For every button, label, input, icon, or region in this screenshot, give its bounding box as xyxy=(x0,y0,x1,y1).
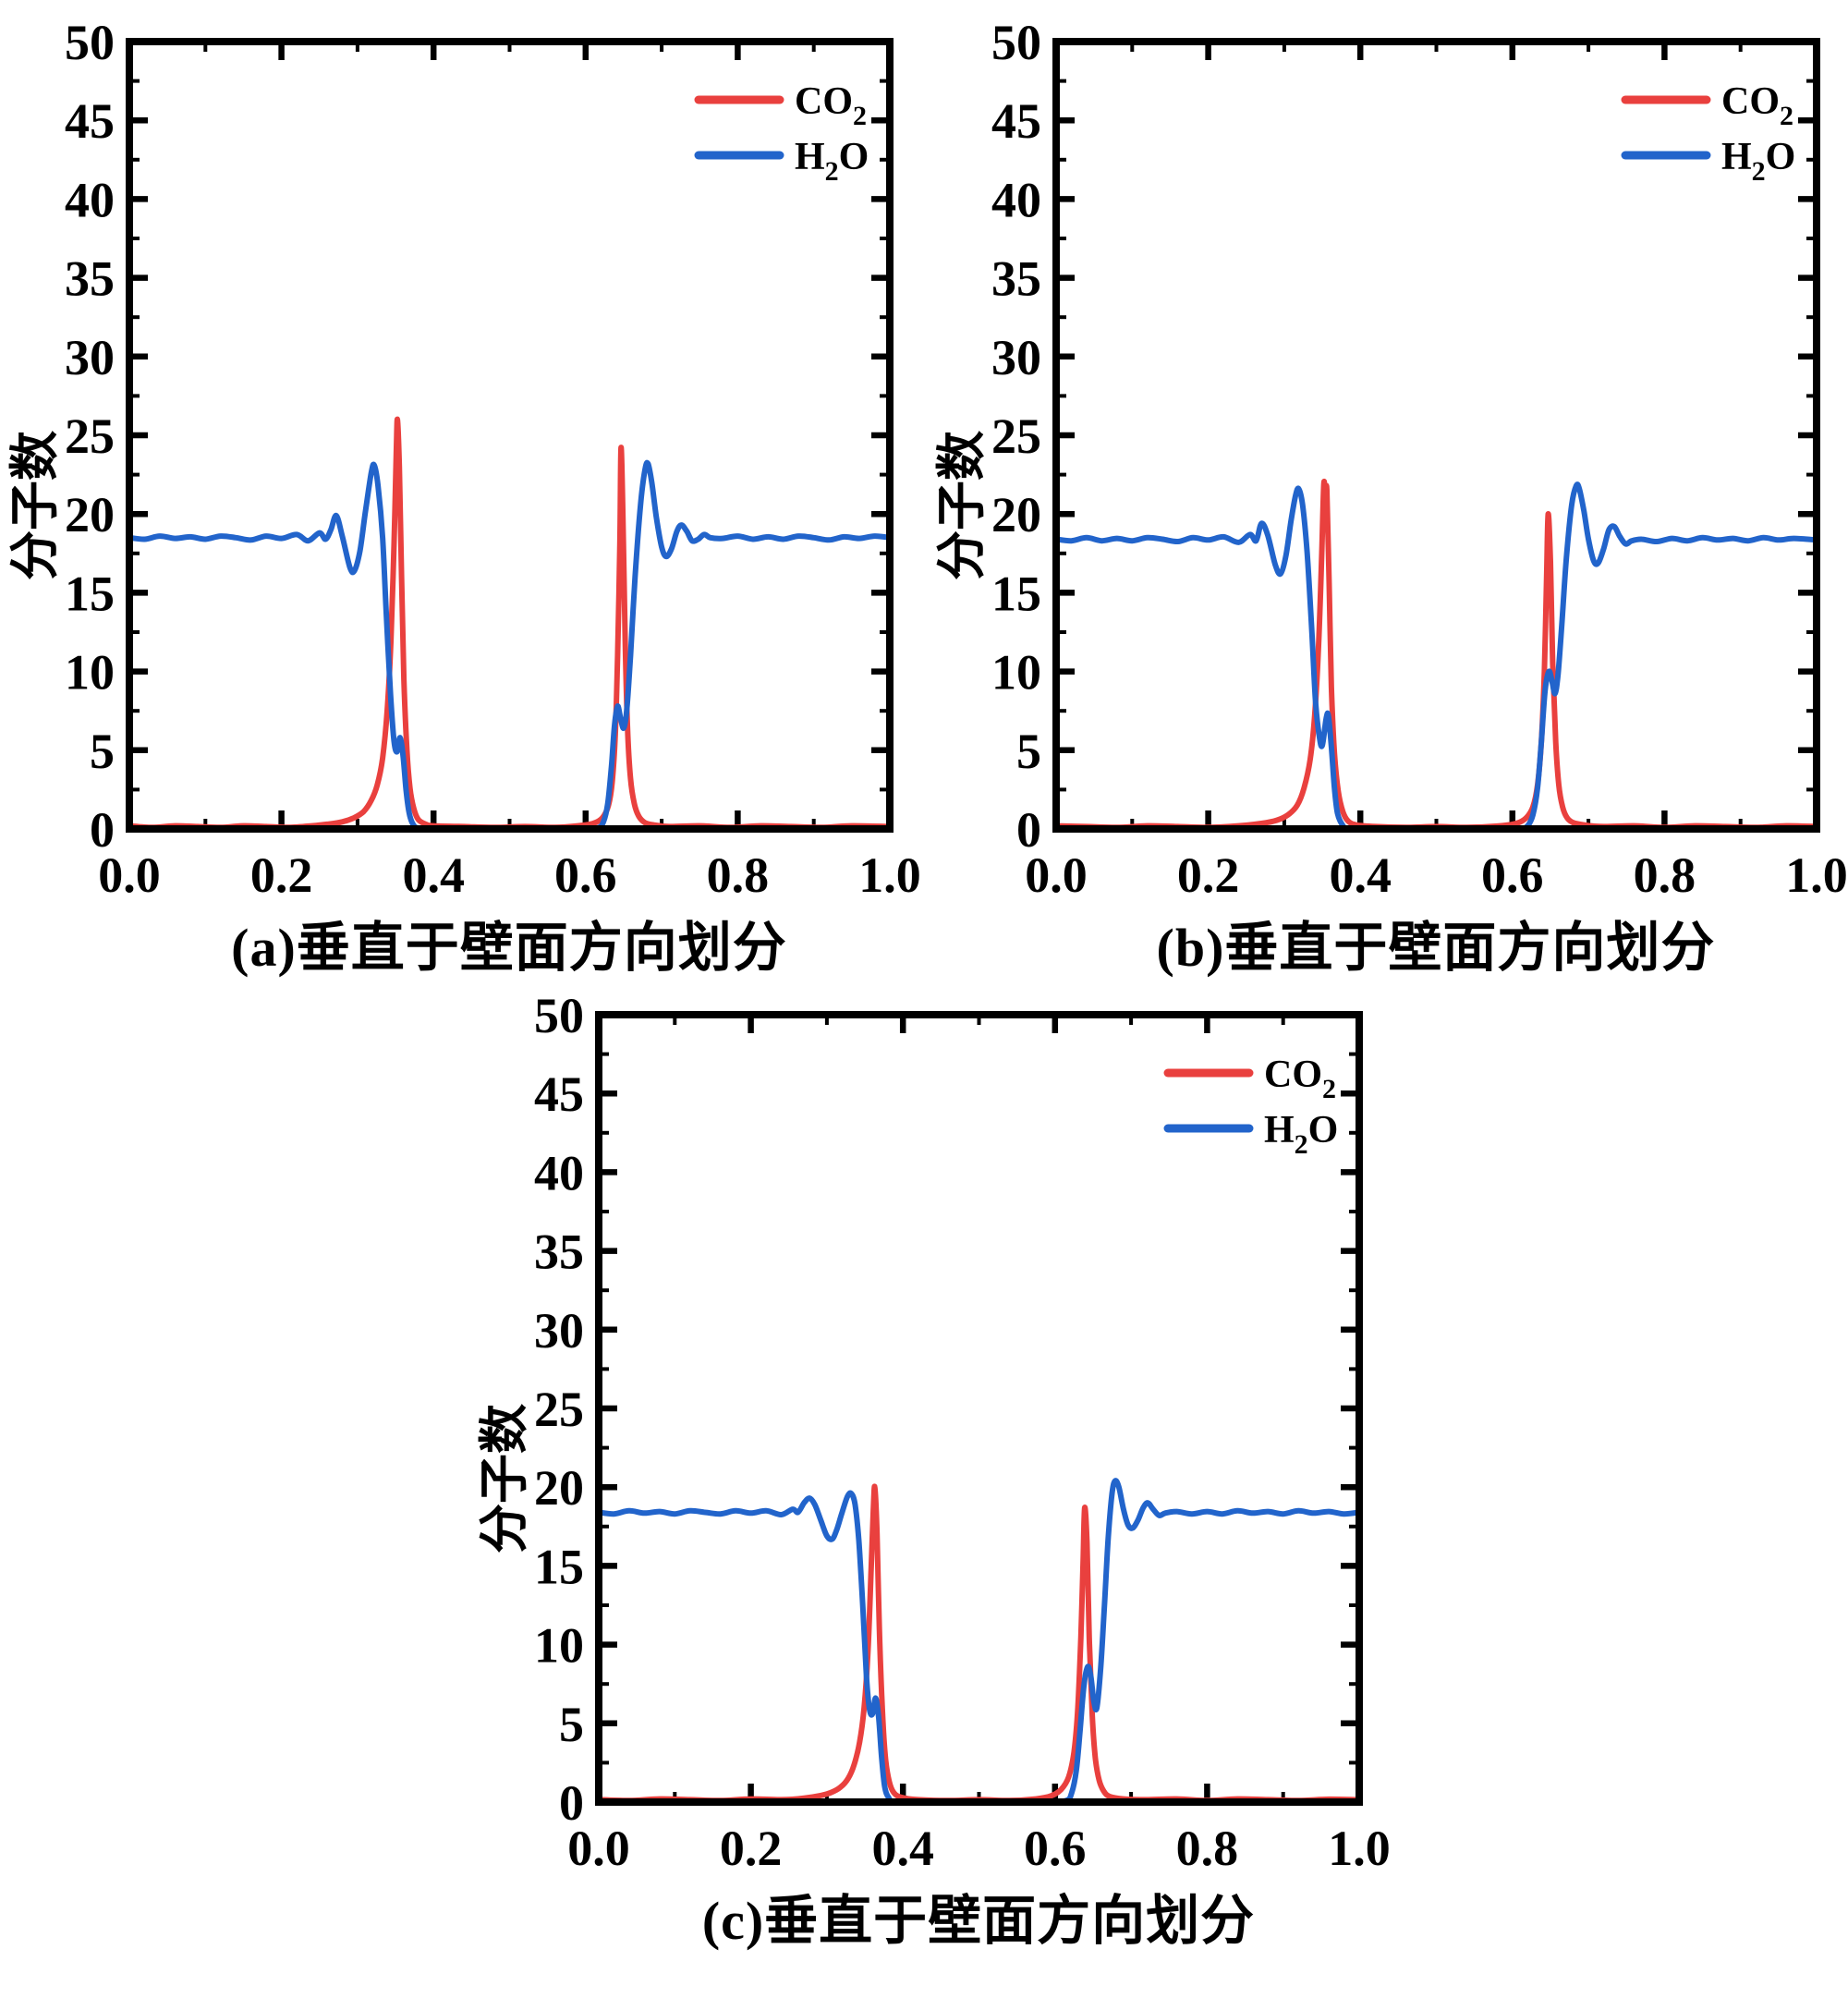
y-tick-label: 40 xyxy=(991,172,1041,227)
y-tick-label: 45 xyxy=(534,1066,584,1122)
y-tick-label: 5 xyxy=(1016,724,1041,779)
tick-labels-group: 0 5 10 15 20 25 30 35 40 45 50 0.0 0.2 0.4 0.6 0.8 1.0 xyxy=(65,15,921,903)
ticks-group xyxy=(126,38,894,833)
y-tick-label: 0 xyxy=(559,1775,584,1831)
chart-panel-b: 0 5 10 15 20 25 30 35 40 45 50 0.0 0.2 0.4 0.6 0.8 1.0 分子… xyxy=(927,0,1848,999)
chart-panel-c: 0 5 10 15 20 25 30 35 40 45 50 0.0 0.2 0.4 0.6 0.8 1.0 分子… xyxy=(469,973,1393,1972)
h2o-line xyxy=(129,459,890,829)
x-tick-label: 0.6 xyxy=(554,847,617,903)
axes-frame xyxy=(595,1011,1363,1806)
plot-b: 0 5 10 15 20 25 30 35 40 45 50 0.0 0.2 0.4 0.6 0.8 1.0 分子… xyxy=(934,15,1848,903)
y-tick-label: 20 xyxy=(991,487,1041,542)
legend-co2-label: CO2 xyxy=(1264,1054,1336,1104)
tick-labels-group: 0 5 10 15 20 25 30 35 40 45 50 0.0 0.2 0.4 0.6 0.8 1.0 xyxy=(534,988,1391,1876)
x-tick-label: 0.2 xyxy=(250,847,313,903)
x-tick-label: 0.0 xyxy=(98,847,161,903)
x-tick-label: 0.8 xyxy=(707,847,770,903)
x-tick-label: 1.0 xyxy=(858,847,921,903)
co2-line xyxy=(1056,479,1817,829)
legend-h2o-label: H2O xyxy=(1721,136,1795,187)
series-group xyxy=(1056,479,1817,829)
x-tick-label: 1.0 xyxy=(1785,847,1848,903)
y-axis-label: 分子数 xyxy=(477,1404,532,1553)
h2o-line xyxy=(1056,481,1817,829)
x-tick-label: 0.0 xyxy=(1025,847,1088,903)
y-tick-label: 50 xyxy=(65,15,115,70)
y-tick-label: 10 xyxy=(65,645,115,701)
y-tick-label: 30 xyxy=(534,1303,584,1358)
chart-panel-a: 0 5 10 15 20 25 30 35 40 45 50 0.0 0.2 0.4 0.6 0.8 1.0 分子… xyxy=(0,0,924,999)
plot-a: 0 5 10 15 20 25 30 35 40 45 50 0.0 0.2 0.4 0.6 0.8 1.0 分子… xyxy=(7,15,921,903)
y-tick-label: 15 xyxy=(534,1539,584,1594)
x-tick-label: 0.2 xyxy=(720,1821,783,1876)
axes-frame xyxy=(1052,38,1820,833)
caption-b: (b)垂直于壁面方向划分 xyxy=(1156,918,1716,978)
y-axis-label: 分子数 xyxy=(7,431,63,580)
tick-labels-group: 0 5 10 15 20 25 30 35 40 45 50 0.0 0.2 0.4 0.6 0.8 1.0 xyxy=(991,15,1848,903)
y-tick-label: 10 xyxy=(991,645,1041,701)
y-tick-label: 30 xyxy=(65,330,115,385)
y-tick-label: 10 xyxy=(534,1618,584,1674)
y-tick-label: 45 xyxy=(991,93,1041,149)
legend-h2o-label: H2O xyxy=(1264,1109,1338,1160)
y-axis-label: 分子数 xyxy=(934,431,990,580)
y-tick-label: 5 xyxy=(559,1697,584,1752)
co2-line xyxy=(129,416,890,829)
y-tick-label: 15 xyxy=(991,566,1041,621)
legend-co2-label: CO2 xyxy=(1721,80,1793,131)
y-tick-label: 45 xyxy=(65,93,115,149)
y-tick-label: 40 xyxy=(534,1145,584,1200)
series-group xyxy=(129,416,890,829)
ticks-group xyxy=(595,1011,1363,1806)
y-tick-label: 35 xyxy=(534,1224,584,1280)
y-tick-label: 5 xyxy=(90,724,115,779)
plot-c: 0 5 10 15 20 25 30 35 40 45 50 0.0 0.2 0.4 0.6 0.8 1.0 分子… xyxy=(477,988,1391,1876)
y-tick-label: 20 xyxy=(65,487,115,542)
h2o-line xyxy=(599,1478,1359,1802)
y-tick-label: 30 xyxy=(991,330,1041,385)
x-tick-label: 0.6 xyxy=(1481,847,1544,903)
x-tick-label: 1.0 xyxy=(1328,1821,1391,1876)
y-tick-label: 50 xyxy=(991,15,1041,70)
x-tick-label: 0.8 xyxy=(1634,847,1696,903)
y-tick-label: 15 xyxy=(65,566,115,621)
series-group xyxy=(599,1478,1359,1802)
y-tick-label: 40 xyxy=(65,172,115,227)
y-tick-label: 35 xyxy=(991,251,1041,307)
y-tick-label: 35 xyxy=(65,251,115,307)
x-tick-label: 0.4 xyxy=(402,847,465,903)
ticks-group xyxy=(1052,38,1820,833)
x-tick-label: 0.6 xyxy=(1024,1821,1087,1876)
y-tick-label: 0 xyxy=(1016,802,1041,858)
x-tick-label: 0.2 xyxy=(1177,847,1240,903)
y-tick-label: 25 xyxy=(991,408,1041,464)
caption-a: (a)垂直于壁面方向划分 xyxy=(231,918,787,978)
co2-line xyxy=(599,1483,1359,1802)
x-tick-label: 0.4 xyxy=(871,1821,934,1876)
y-tick-label: 50 xyxy=(534,988,584,1043)
x-tick-label: 0.8 xyxy=(1176,1821,1239,1876)
y-tick-label: 20 xyxy=(534,1460,584,1516)
legend-co2-label: CO2 xyxy=(795,80,867,131)
axes-frame xyxy=(126,38,894,833)
y-tick-label: 25 xyxy=(65,408,115,464)
caption-c: (c)垂直于壁面方向划分 xyxy=(701,1891,1256,1951)
x-tick-label: 0.4 xyxy=(1329,847,1392,903)
y-tick-label: 0 xyxy=(90,802,115,858)
y-tick-label: 25 xyxy=(534,1382,584,1437)
x-tick-label: 0.0 xyxy=(567,1821,630,1876)
legend-h2o-label: H2O xyxy=(795,136,869,187)
